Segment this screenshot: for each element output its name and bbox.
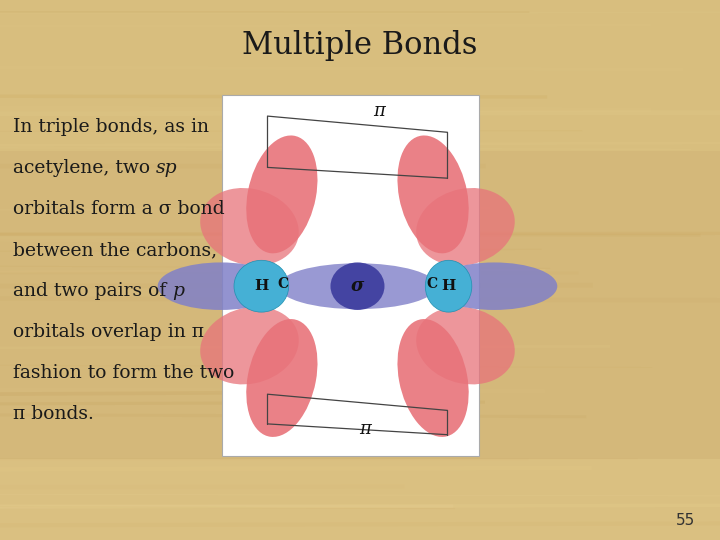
Ellipse shape — [416, 307, 515, 384]
Bar — [0, 0, 720, 151]
Ellipse shape — [200, 188, 299, 266]
Ellipse shape — [158, 262, 284, 310]
Text: sp: sp — [156, 159, 178, 177]
Ellipse shape — [416, 188, 515, 266]
FancyBboxPatch shape — [222, 94, 479, 456]
Text: π bonds.: π bonds. — [13, 405, 94, 423]
Text: acetylene, two: acetylene, two — [13, 159, 156, 177]
Text: fashion to form the two: fashion to form the two — [13, 364, 234, 382]
Ellipse shape — [330, 262, 384, 310]
Ellipse shape — [431, 262, 557, 310]
Text: Multiple Bonds: Multiple Bonds — [242, 30, 478, 62]
Text: H: H — [441, 279, 456, 293]
Text: π: π — [373, 102, 385, 120]
Ellipse shape — [426, 260, 472, 312]
Text: H: H — [254, 279, 269, 293]
Text: π: π — [359, 420, 371, 438]
Ellipse shape — [246, 136, 318, 253]
Ellipse shape — [279, 263, 436, 309]
Text: 55: 55 — [675, 513, 695, 528]
Text: p: p — [172, 282, 184, 300]
Ellipse shape — [397, 319, 469, 437]
Text: σ: σ — [351, 277, 364, 295]
Ellipse shape — [234, 260, 289, 312]
Bar — [0, 459, 720, 540]
Text: orbitals overlap in π: orbitals overlap in π — [13, 323, 204, 341]
Text: and two pairs of: and two pairs of — [13, 282, 172, 300]
Ellipse shape — [200, 307, 299, 384]
Ellipse shape — [246, 319, 318, 437]
Text: C: C — [278, 276, 289, 291]
Text: In triple bonds, as in: In triple bonds, as in — [13, 118, 209, 136]
Ellipse shape — [397, 136, 469, 253]
Text: between the carbons,: between the carbons, — [13, 241, 217, 259]
Text: orbitals form a σ bond: orbitals form a σ bond — [13, 200, 225, 218]
Text: C: C — [426, 276, 437, 291]
